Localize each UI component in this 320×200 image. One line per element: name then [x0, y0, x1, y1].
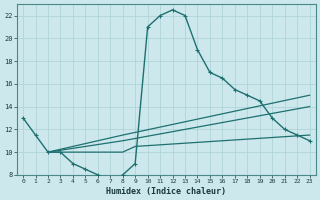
X-axis label: Humidex (Indice chaleur): Humidex (Indice chaleur)	[106, 187, 226, 196]
